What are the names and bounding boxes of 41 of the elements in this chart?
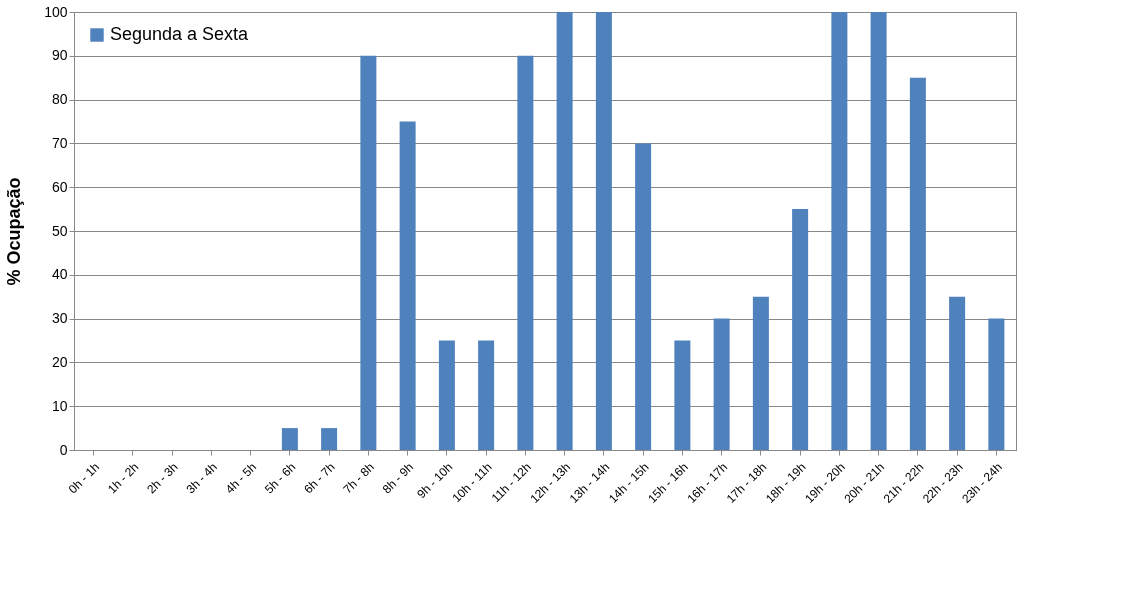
bar — [988, 318, 1005, 450]
y-tick-label: 30 — [51, 310, 68, 327]
bar — [399, 121, 416, 450]
bar — [674, 340, 691, 450]
bar — [517, 55, 534, 450]
y-tick-label: 80 — [51, 91, 68, 108]
bar — [713, 318, 730, 450]
bar — [949, 296, 966, 450]
x-tick-label: 7h - 8h — [340, 460, 377, 497]
x-tick-label: 8h - 9h — [379, 460, 417, 497]
x-tick-label: 3h - 4h — [183, 460, 220, 497]
bar — [752, 296, 769, 450]
bar — [281, 428, 298, 450]
bar — [595, 12, 612, 450]
y-tick-label: 70 — [51, 134, 68, 151]
bar — [360, 55, 377, 450]
y-tick-label: 0 — [59, 441, 68, 458]
y-tick-label: 10 — [51, 397, 68, 414]
legend-label: Segunda a Sexta — [110, 24, 250, 44]
x-tick-label: 0h - 1h — [65, 460, 103, 497]
bar — [556, 12, 573, 450]
x-tick-label: 4h - 5h — [222, 460, 260, 497]
x-tick-label: 1h - 2h — [105, 460, 142, 497]
y-tick-label: 90 — [51, 47, 68, 64]
y-tick-label: 40 — [51, 266, 68, 283]
x-tick-label: 2h - 3h — [144, 460, 181, 497]
bar — [870, 12, 887, 450]
y-tick-label: 60 — [51, 178, 68, 195]
y-tick-label: 20 — [51, 353, 68, 370]
y-tick-label: 50 — [51, 222, 68, 239]
y-axis-title: % Ocupação — [4, 177, 25, 286]
bar — [792, 209, 809, 450]
bar — [909, 77, 926, 450]
bar — [478, 340, 495, 450]
bar — [321, 428, 338, 450]
bar — [635, 143, 652, 450]
y-tick-label: 100 — [44, 3, 68, 20]
x-tick-label: 6h - 7h — [301, 460, 338, 497]
bar — [438, 340, 455, 450]
x-tick-label: 5h - 6h — [262, 460, 299, 497]
bar — [831, 12, 848, 450]
